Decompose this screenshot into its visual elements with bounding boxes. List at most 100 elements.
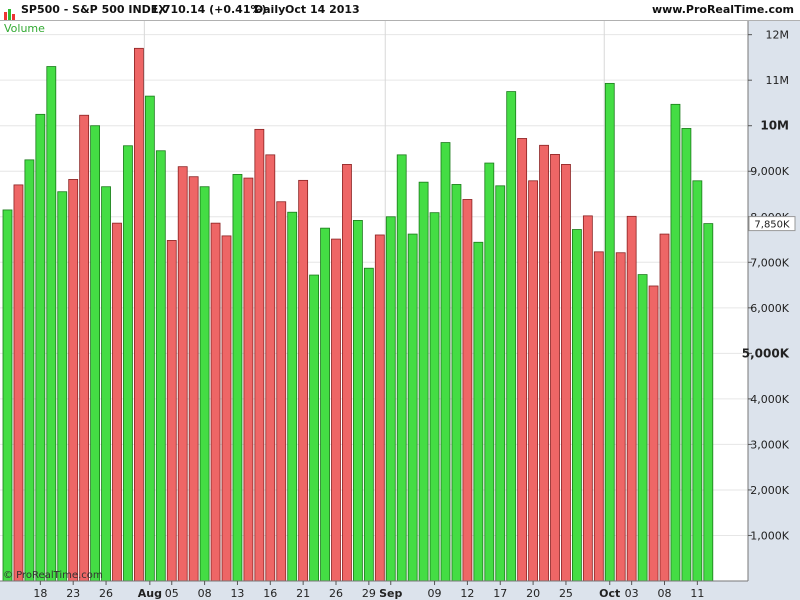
- volume-bar[interactable]: [79, 114, 90, 582]
- volume-bar[interactable]: [506, 91, 517, 582]
- volume-bar[interactable]: [582, 215, 593, 582]
- volume-bar[interactable]: [418, 181, 429, 582]
- volume-bar[interactable]: [572, 229, 582, 582]
- volume-bar[interactable]: [703, 223, 714, 582]
- y-tick-label: 5,000K: [742, 346, 790, 360]
- x-tick-label: 05: [165, 587, 179, 600]
- volume-bar[interactable]: [243, 177, 254, 582]
- volume-bar[interactable]: [670, 103, 681, 582]
- y-tick-label: 6,000K: [750, 302, 789, 315]
- y-tick-label: 3,000K: [750, 438, 789, 451]
- period-label: Daily: [254, 3, 286, 16]
- volume-bar[interactable]: [385, 216, 396, 582]
- x-tick-label: 23: [66, 587, 80, 600]
- volume-bar[interactable]: [495, 185, 506, 582]
- volume-bar[interactable]: [407, 233, 418, 582]
- volume-bar[interactable]: [320, 227, 330, 582]
- x-tick-label: 08: [198, 587, 212, 600]
- volume-bar[interactable]: [177, 166, 188, 582]
- volume-bar[interactable]: [287, 211, 298, 582]
- volume-bar[interactable]: [528, 180, 538, 582]
- volume-bar[interactable]: [550, 153, 560, 582]
- volume-bar[interactable]: [484, 162, 495, 582]
- volume-bar[interactable]: [254, 128, 265, 582]
- volume-bar[interactable]: [123, 145, 133, 582]
- volume-bar[interactable]: [57, 191, 68, 582]
- volume-bar[interactable]: [429, 212, 440, 582]
- volume-bar[interactable]: [155, 150, 166, 582]
- y-tick-label: 7,000K: [750, 256, 789, 269]
- volume-bar[interactable]: [221, 235, 232, 582]
- volume-bar[interactable]: [166, 240, 177, 582]
- volume-bar[interactable]: [309, 274, 320, 582]
- volume-bar[interactable]: [276, 201, 287, 582]
- x-tick-label: 11: [690, 587, 704, 600]
- volume-bar[interactable]: [298, 179, 309, 582]
- volume-bar[interactable]: [626, 215, 637, 582]
- chart-header: SP500 - S&P 500 INDEX 1,710.14 (+0.41%) …: [0, 0, 800, 21]
- x-tick-label: 08: [658, 587, 672, 600]
- x-tick-label: 26: [329, 587, 343, 600]
- indicator-label: Volume: [4, 22, 45, 35]
- volume-bar[interactable]: [462, 199, 473, 582]
- volume-bar[interactable]: [363, 267, 374, 582]
- x-tick-label: 18: [33, 587, 47, 600]
- site-link[interactable]: www.ProRealTime.com: [651, 3, 794, 16]
- volume-bar[interactable]: [352, 220, 363, 582]
- volume-bar[interactable]: [342, 164, 352, 582]
- volume-bar[interactable]: [144, 95, 155, 582]
- volume-bar[interactable]: [374, 234, 385, 582]
- volume-bar[interactable]: [473, 241, 484, 582]
- volume-bar[interactable]: [440, 142, 451, 582]
- volume-bar[interactable]: [2, 209, 13, 582]
- y-tick-label: 11M: [766, 74, 790, 87]
- volume-bar[interactable]: [13, 184, 24, 582]
- volume-bar[interactable]: [396, 154, 407, 582]
- volume-bar[interactable]: [331, 238, 341, 582]
- x-tick-label: 17: [493, 587, 507, 600]
- volume-bar[interactable]: [199, 186, 210, 582]
- volume-bar[interactable]: [451, 184, 462, 582]
- x-tick-label: 26: [99, 587, 113, 600]
- volume-bar[interactable]: [593, 251, 604, 582]
- x-tick-label: 12: [460, 587, 474, 600]
- volume-bar[interactable]: [681, 128, 692, 582]
- volume-bar[interactable]: [561, 164, 571, 582]
- x-tick-label: 03: [625, 587, 639, 600]
- volume-bar[interactable]: [517, 138, 528, 582]
- volume-bar[interactable]: [659, 233, 670, 582]
- volume-bar[interactable]: [265, 154, 276, 582]
- volume-bar[interactable]: [648, 285, 659, 582]
- volume-bar[interactable]: [24, 159, 35, 582]
- y-tick-label: 1,000K: [750, 529, 789, 542]
- volume-bar[interactable]: [90, 125, 100, 582]
- volume-bar[interactable]: [210, 222, 221, 582]
- volume-bar[interactable]: [604, 82, 615, 582]
- volume-bar[interactable]: [539, 144, 549, 582]
- volume-bar[interactable]: [692, 180, 703, 582]
- y-tick-label: 2,000K: [750, 484, 789, 497]
- x-tick-label: Sep: [379, 587, 402, 600]
- y-axis-ticks: 1,000K 2,000K 3,000K 4,000K 5,000K 6,000K 7,00…: [742, 29, 790, 543]
- x-tick-label: Oct: [599, 587, 620, 600]
- volume-bar[interactable]: [637, 274, 648, 582]
- volume-bar[interactable]: [133, 47, 144, 582]
- volume-bar[interactable]: [46, 66, 57, 582]
- volume-bar[interactable]: [615, 252, 626, 582]
- volume-bar[interactable]: [101, 186, 111, 582]
- symbol-name: SP500 - S&P 500 INDEX: [21, 3, 167, 16]
- volume-bar[interactable]: [68, 179, 79, 582]
- vertical-gridlines: [143, 21, 605, 581]
- x-tick-label: 25: [559, 587, 573, 600]
- y-tick-label: 12M: [766, 29, 790, 42]
- y-tick-label: 10M: [760, 119, 789, 133]
- x-axis-panel: [0, 581, 748, 600]
- volume-bar[interactable]: [112, 222, 122, 582]
- x-tick-label: 09: [428, 587, 442, 600]
- volume-bar[interactable]: [188, 176, 199, 582]
- volume-bar[interactable]: [232, 174, 243, 582]
- date-label: Oct 14 2013: [285, 3, 360, 16]
- volume-bar[interactable]: [35, 113, 46, 582]
- x-tick-label: 21: [296, 587, 310, 600]
